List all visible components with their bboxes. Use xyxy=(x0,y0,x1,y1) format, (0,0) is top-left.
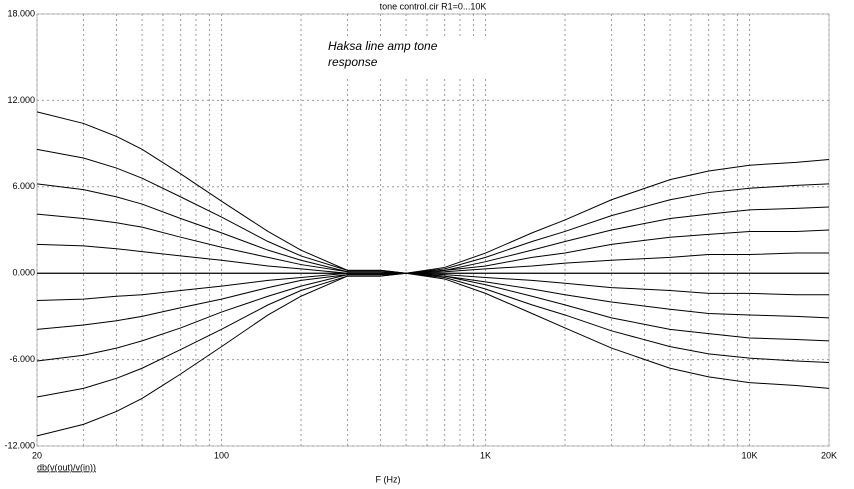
y-tick-label: 12.000 xyxy=(7,95,35,105)
x-tick-label: 20 xyxy=(32,450,42,460)
annotation-box xyxy=(324,37,490,77)
series-line xyxy=(36,272,830,437)
x-axis-label: F (Hz) xyxy=(376,474,401,484)
x-tick-label: 10K xyxy=(742,450,758,460)
y-tick-label: -6.000 xyxy=(9,354,35,364)
y-axis-label: db(v(out)/v(in)) xyxy=(37,462,96,472)
annotation: Haksa line amp tone response xyxy=(328,39,438,69)
x-tick-label: 20K xyxy=(821,450,837,460)
y-tick-label: 18.000 xyxy=(7,8,35,18)
y-tick-label: 0.000 xyxy=(12,268,35,278)
y-tick-label: -12.000 xyxy=(4,440,35,450)
x-tick-label: 1K xyxy=(480,450,491,460)
x-tick-label: 100 xyxy=(214,450,229,460)
plot-area: 20 100 1K 10K 20K 18.000 12.000 6.000 0.000 -6.00… xyxy=(4,8,837,460)
chart-title: tone control.cir R1=0...10K xyxy=(380,1,487,11)
y-tick-label: 6.000 xyxy=(12,181,35,191)
annotation-wrap: Haksa line amp tone response xyxy=(328,39,438,69)
